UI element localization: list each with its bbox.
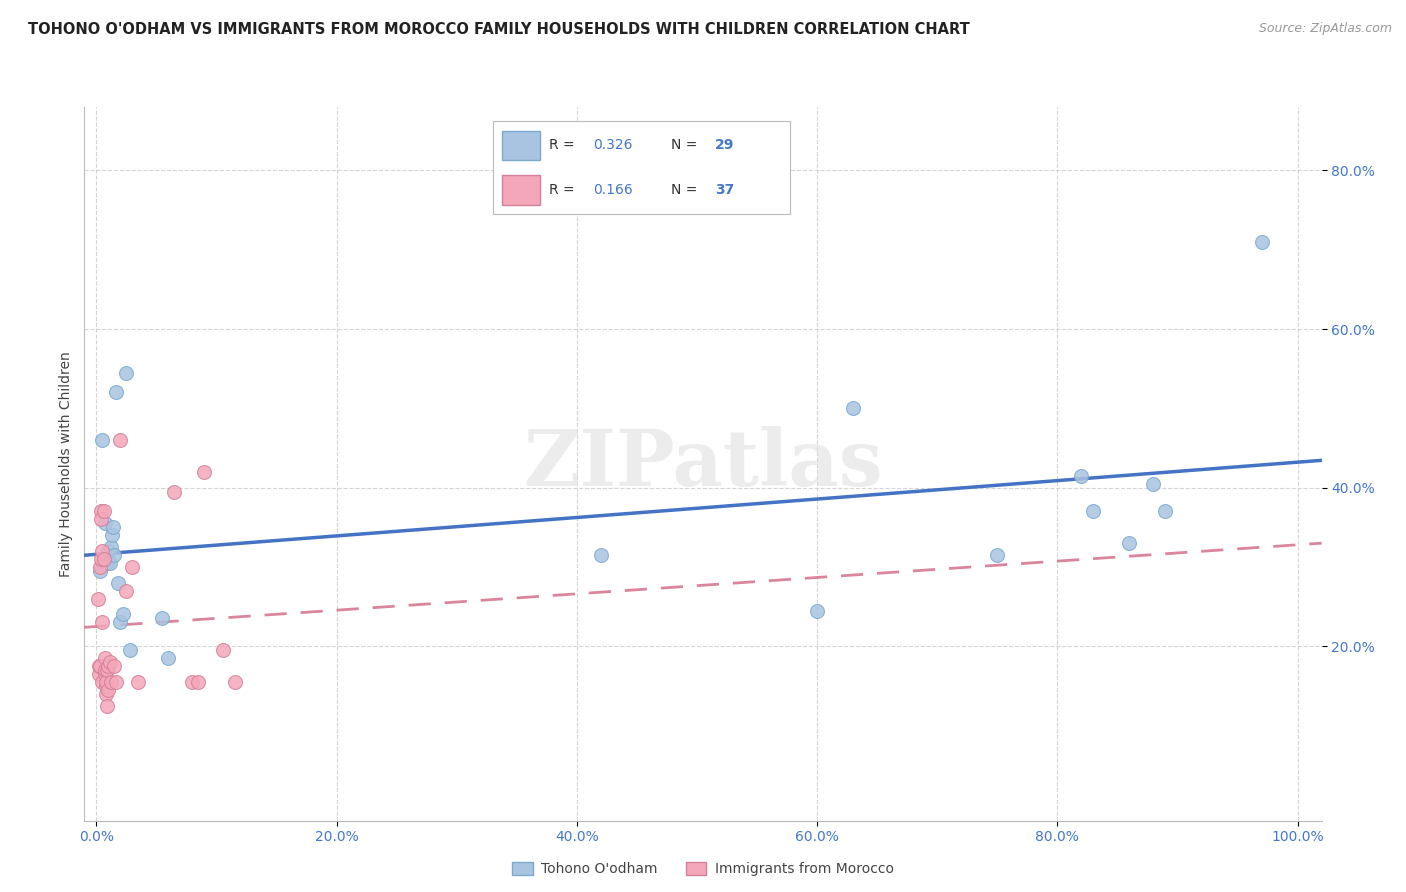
Point — [90, 552, 112, 566]
Point — [127, 674, 149, 689]
Point — [104, 385, 127, 400]
Point — [94, 679, 117, 693]
Point — [97, 659, 120, 673]
Point — [103, 548, 125, 562]
Point — [91, 433, 114, 447]
Text: Source: ZipAtlas.com: Source: ZipAtlas.com — [1258, 22, 1392, 36]
Point — [806, 603, 828, 617]
Point — [111, 607, 134, 622]
Y-axis label: Family Households with Children: Family Households with Children — [59, 351, 73, 577]
Point — [94, 674, 117, 689]
Point — [100, 540, 122, 554]
Text: ZIPatlas: ZIPatlas — [523, 425, 883, 502]
Point — [1118, 536, 1140, 550]
Point — [100, 674, 122, 689]
Point — [98, 556, 121, 570]
Point — [115, 366, 138, 380]
Point — [986, 548, 1008, 562]
Point — [187, 674, 209, 689]
Point — [94, 516, 117, 531]
Point — [87, 659, 110, 673]
Point — [91, 674, 114, 689]
Point — [94, 548, 117, 562]
Point — [193, 465, 215, 479]
Point — [1154, 504, 1177, 518]
Point — [94, 663, 117, 677]
Point — [152, 611, 174, 625]
Point — [96, 698, 118, 713]
Point — [211, 643, 233, 657]
Point — [163, 484, 186, 499]
Point — [98, 655, 121, 669]
Point — [96, 556, 118, 570]
Point — [94, 667, 117, 681]
Point — [181, 674, 204, 689]
Point — [104, 674, 127, 689]
Point — [101, 528, 124, 542]
Point — [87, 667, 110, 681]
Point — [110, 433, 132, 447]
Point — [97, 682, 120, 697]
Point — [118, 643, 141, 657]
Point — [589, 548, 612, 562]
Point — [93, 552, 115, 566]
Point — [107, 575, 129, 590]
Point — [86, 591, 108, 606]
Point — [842, 401, 865, 416]
Point — [157, 651, 180, 665]
Point — [91, 544, 114, 558]
Point — [103, 520, 125, 534]
Point — [91, 615, 114, 630]
Point — [224, 674, 246, 689]
Point — [115, 583, 138, 598]
Point — [96, 663, 118, 677]
Point — [90, 504, 112, 518]
Point — [94, 651, 117, 665]
Point — [103, 659, 125, 673]
Point — [89, 564, 111, 578]
Point — [90, 512, 112, 526]
Point — [89, 659, 111, 673]
Point — [1250, 235, 1272, 249]
Point — [97, 544, 120, 558]
Point — [121, 560, 143, 574]
Legend: Tohono O'odham, Immigrants from Morocco: Tohono O'odham, Immigrants from Morocco — [506, 856, 900, 881]
Point — [1083, 504, 1105, 518]
Text: TOHONO O'ODHAM VS IMMIGRANTS FROM MOROCCO FAMILY HOUSEHOLDS WITH CHILDREN CORREL: TOHONO O'ODHAM VS IMMIGRANTS FROM MOROCC… — [28, 22, 970, 37]
Point — [110, 615, 132, 630]
Point — [93, 504, 115, 518]
Point — [94, 687, 117, 701]
Point — [89, 560, 111, 574]
Point — [1070, 468, 1092, 483]
Point — [1142, 476, 1164, 491]
